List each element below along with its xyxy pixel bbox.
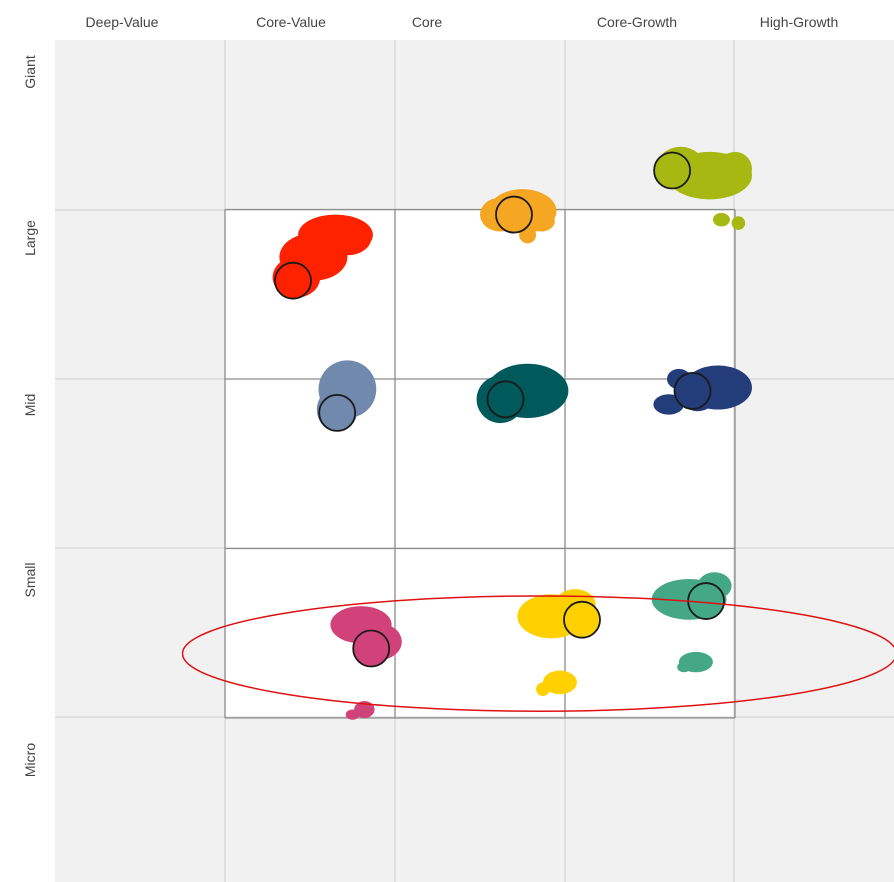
- centroid-markers: [274, 151, 725, 668]
- centroid-marker: [486, 380, 525, 419]
- y-tick-label: Small: [22, 562, 38, 597]
- centroid-marker: [673, 371, 712, 410]
- cloud-blob: [323, 221, 372, 256]
- cloud-blob: [536, 682, 550, 696]
- highlight-region: [225, 209, 735, 718]
- centroid-marker: [495, 195, 533, 234]
- centroid-marker: [318, 393, 357, 432]
- x-tick-label: High-Growth: [760, 14, 839, 30]
- centroid-marker: [274, 261, 312, 300]
- y-tick-label: Large: [22, 220, 38, 256]
- cloud-blob: [731, 216, 746, 230]
- annotation-layer: [181, 595, 894, 712]
- centroid-marker: [563, 600, 601, 639]
- x-axis-labels: Deep-Value Core-Value Core Core-Growth High-…: [86, 14, 839, 30]
- highlight-box: [225, 209, 735, 718]
- cloud-blob: [712, 212, 730, 227]
- cloud-blob: [345, 709, 360, 720]
- y-tick-label: Micro: [22, 743, 38, 777]
- cloud-blob: [677, 662, 691, 673]
- gridlines: [55, 40, 894, 882]
- centroid-marker: [352, 629, 391, 668]
- x-tick-label: Core-Value: [256, 14, 326, 30]
- x-tick-label: Core: [412, 14, 443, 30]
- annotation-ellipse: [181, 595, 894, 712]
- x-tick-label: Core-Growth: [597, 14, 677, 30]
- cloud-blob: [718, 151, 752, 186]
- y-tick-label: Giant: [22, 55, 38, 89]
- x-tick-label: Deep-Value: [86, 14, 159, 30]
- y-axis-labels: Giant Large Mid Small Micro: [22, 55, 38, 777]
- cloud-blob: [542, 670, 577, 695]
- cloud-blob: [527, 211, 555, 232]
- cloud-blob: [354, 701, 375, 719]
- y-tick-label: Mid: [22, 394, 38, 417]
- centroid-marker: [653, 151, 691, 190]
